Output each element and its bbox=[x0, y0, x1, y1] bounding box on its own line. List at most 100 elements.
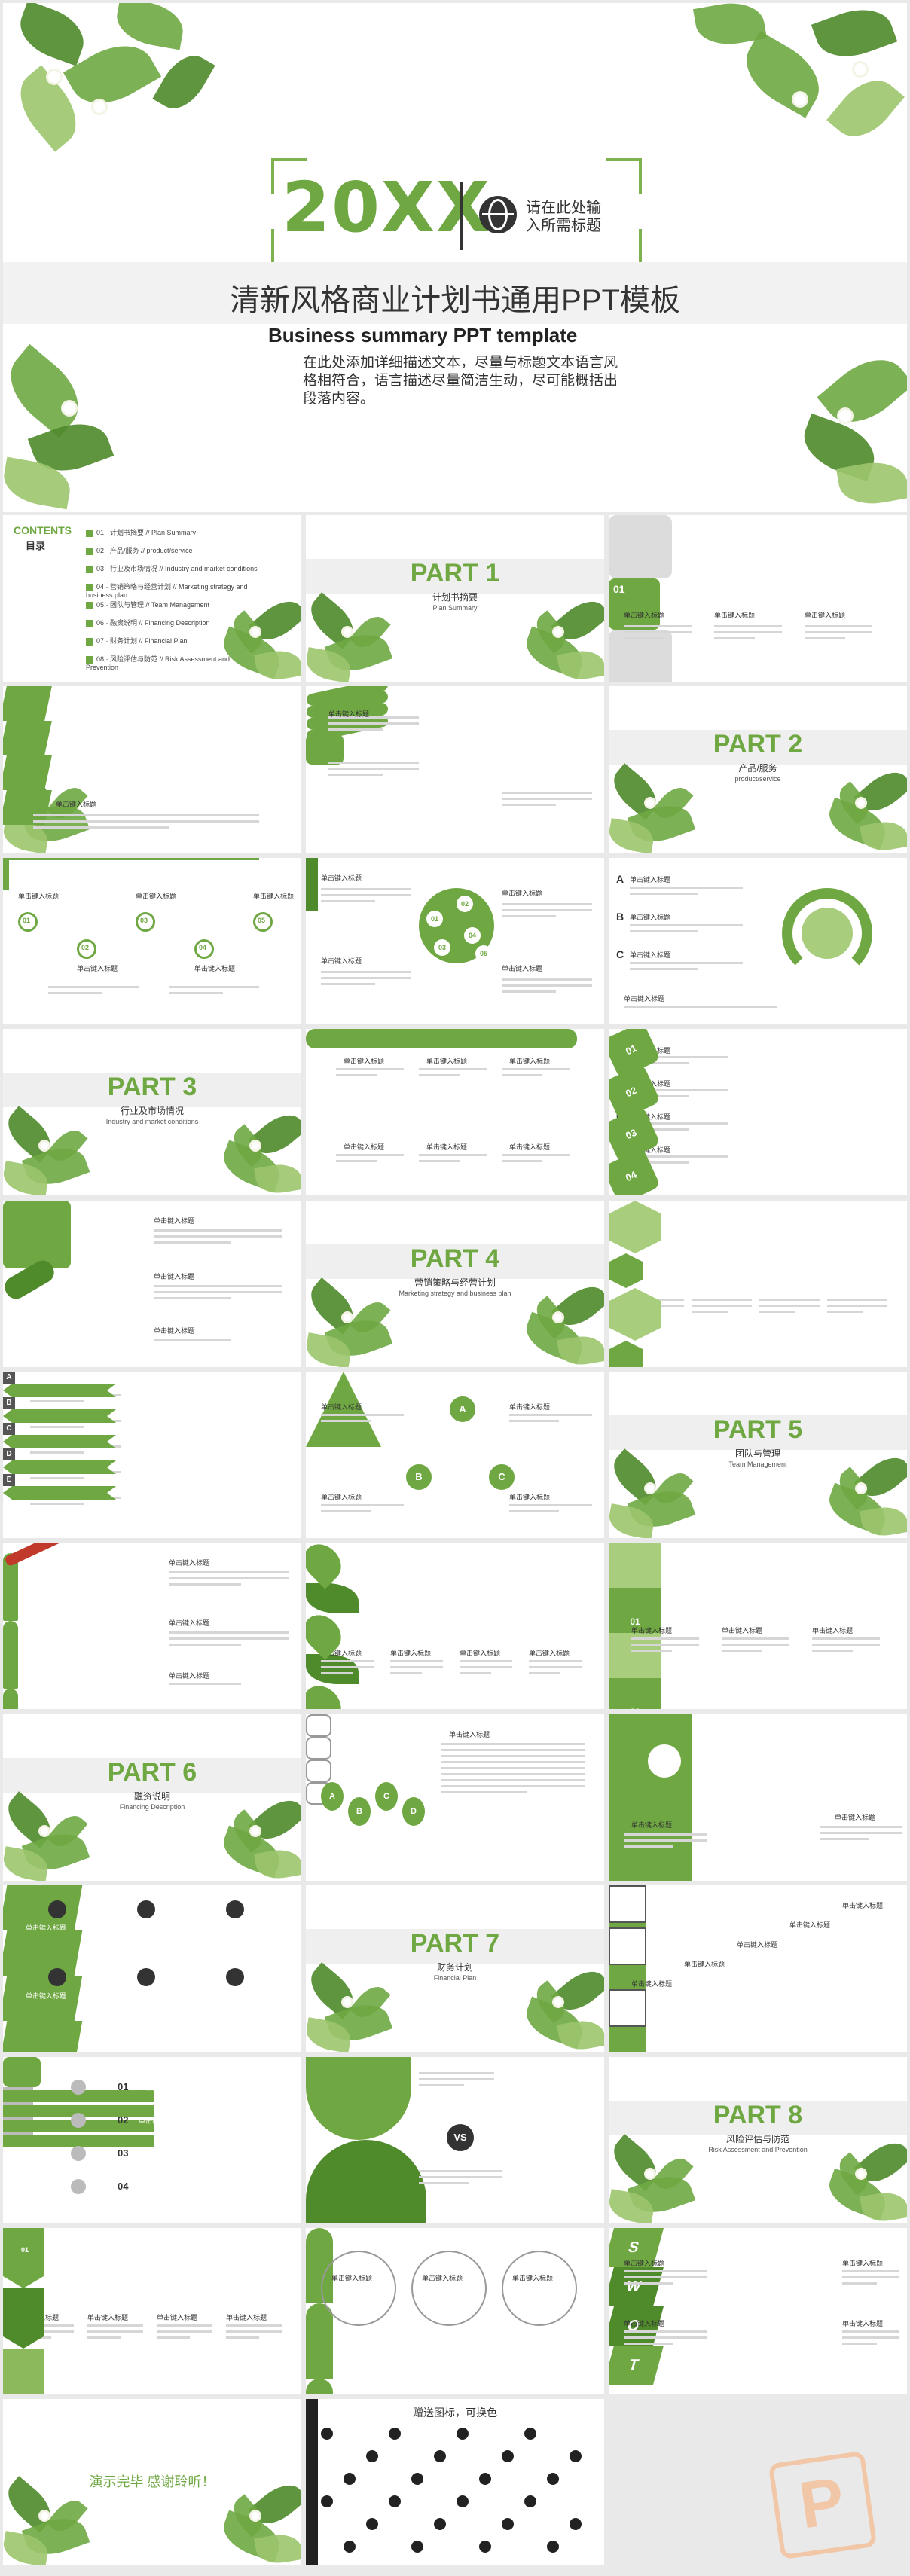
slide-thumbnail[interactable]: 演示完毕 感谢聆听！ bbox=[3, 2399, 301, 2565]
contents-item: 08 · 风险评估与防范 // Risk Assessment and Prev… bbox=[86, 654, 259, 671]
slide-thumbnail[interactable]: S W O T 单击键入标题 单击键入标题 单击键入标题 单击键入标题 bbox=[609, 2228, 907, 2394]
key-number: 02 bbox=[118, 2114, 129, 2126]
text-line bbox=[812, 1637, 880, 1640]
slide-thumbnail[interactable]: 单击键入标题 单击键入标题 bbox=[609, 1714, 907, 1881]
text-block bbox=[336, 1068, 404, 1080]
text-line bbox=[390, 1660, 443, 1662]
tag-number: 03 bbox=[160, 2246, 168, 2254]
slide-heading: 单击键入标题 bbox=[630, 914, 671, 921]
timeline-line bbox=[3, 858, 259, 860]
text-line bbox=[842, 2282, 877, 2285]
text-line bbox=[502, 804, 556, 806]
contents-item-label: 01 · 计划书摘要 // Plan Summary bbox=[96, 529, 197, 536]
flower-decoration bbox=[554, 1314, 562, 1321]
key-head bbox=[71, 2113, 86, 2128]
slide-thumbnail[interactable]: PART 4 营销策略与经营计划 Marketing strategy and bu… bbox=[306, 1201, 604, 1367]
key-head bbox=[71, 2179, 86, 2194]
part-number: PART 5 bbox=[713, 1415, 803, 1444]
key-number: 01 bbox=[118, 2081, 129, 2092]
part-title-cn: 融资说明 bbox=[133, 1791, 170, 1802]
ending-thanks: 演示完毕 感谢聆听！ bbox=[89, 2474, 215, 2489]
slide-thumbnail[interactable]: 赠送图标，可换色 bbox=[306, 2399, 604, 2565]
speech-bubble bbox=[306, 1737, 331, 1760]
title-placeholder: 请在此处输 入所需标题 bbox=[526, 199, 601, 235]
text-line bbox=[441, 1779, 585, 1781]
text-line bbox=[812, 1644, 880, 1646]
contents-item-label: 04 · 营销策略与经营计划 // Marketing strategy and… bbox=[86, 583, 248, 599]
text-line bbox=[630, 962, 743, 964]
slide-thumbnail[interactable]: PART 3 行业及市场情况 Industry and market conditi… bbox=[3, 1029, 301, 1195]
slide-thumbnail[interactable]: VS bbox=[306, 2057, 604, 2223]
slide-thumbnail[interactable]: 单击键入标题 单击键入标题 单击键入标题 bbox=[3, 1543, 301, 1709]
slide-thumbnail[interactable]: PART 7 财务计划 Financial Plan bbox=[306, 1885, 604, 2052]
text-line bbox=[336, 1160, 377, 1162]
gift-icon bbox=[411, 2473, 423, 2485]
slide-thumbnail[interactable]: A B C D E bbox=[3, 1372, 301, 1538]
slide-thumbnail[interactable]: CONTENTS 目录 01 · 计划书摘要 // Plan Summary 02 ·… bbox=[3, 515, 301, 682]
slide-thumbnail[interactable]: 单击键入标题 bbox=[306, 686, 604, 853]
slide-thumbnail[interactable]: PART 8 风险评估与防范 Risk Assessment and Prevent… bbox=[609, 2057, 907, 2223]
slide-heading: 单击键入标题 bbox=[631, 1627, 673, 1634]
text-block bbox=[390, 1660, 443, 1678]
slide-thumbnail[interactable]: 单击键入标题 单击键入标题 单击键入标题 bbox=[3, 1201, 301, 1367]
slide-thumbnail[interactable]: PART 6 融资说明 Financing Description bbox=[3, 1714, 301, 1881]
text-line bbox=[842, 2330, 899, 2333]
slide-thumbnail[interactable]: A B C 单击键入标题 单击键入标题 单击键入标题 单击键入标题 bbox=[306, 1372, 604, 1538]
key-label: 单击键入标题 bbox=[139, 2184, 180, 2191]
card-icon bbox=[48, 1968, 66, 1986]
slide-thumbnail[interactable]: 单击键入标题 单击键入标题 单击键入标题 单击键入标题 单击键入标题 单击键入标题 bbox=[306, 1029, 604, 1195]
flower-decoration bbox=[252, 1142, 259, 1149]
slide-thumbnail[interactable]: A单击键入标题B单击键入标题C单击键入标题D单击键入标题01020304 bbox=[609, 1029, 907, 1195]
contents-item-label: 02 · 产品/服务 // product/service bbox=[96, 547, 193, 554]
letter-marker: E bbox=[3, 1474, 15, 1486]
gift-icon bbox=[524, 2495, 536, 2507]
slide-thumbnail[interactable]: 单击键入标题 单击键入标题 单击键入标题 单击键入标题 单击键入标题 单击键入标题 bbox=[3, 1885, 301, 2052]
slide-thumbnail[interactable]: 01 02 03 04 05 单击键入标题 单击键入标题 单击键入标题 单击键入标题 bbox=[306, 858, 604, 1024]
slide-thumbnail[interactable]: A B C D 单击键入标题 bbox=[306, 1714, 604, 1881]
part-band bbox=[306, 1929, 604, 1964]
text-block bbox=[33, 814, 259, 832]
slide-thumbnail[interactable]: PART 5 团队与管理 Team Management bbox=[609, 1372, 907, 1538]
slide-thumbnail[interactable] bbox=[609, 1201, 907, 1367]
timeline-number: 02 bbox=[81, 944, 90, 951]
slide-thumbnail[interactable]: 01 单击键入标题 02 单击键入标题 03 单击键入标题 04 单击键入标题 05 单击键入标题 bbox=[3, 858, 301, 1024]
text-block bbox=[48, 986, 139, 998]
gift-icon bbox=[306, 2447, 318, 2459]
part-number: PART 7 bbox=[410, 1929, 500, 1958]
card-label: 单击键入标题 bbox=[203, 1924, 245, 1932]
gift-icon bbox=[306, 2471, 318, 2483]
slide-thumbnail[interactable]: A 单击键入标题 B 单击键入标题 C 单击键入标题 单击键入标题 bbox=[609, 858, 907, 1024]
slide-heading: 单击键入标题 bbox=[835, 1814, 876, 1821]
slide-thumbnail[interactable]: 单击键入标题 单击键入标题 单击键入标题 单击键入标题 单击键入标题 bbox=[609, 1885, 907, 2052]
slide-thumbnail[interactable]: PART 1 计划书摘要 Plan Summary bbox=[306, 515, 604, 682]
part-title-cn: 风险评估与防范 bbox=[725, 2134, 789, 2144]
slide-thumbnail[interactable]: PART 2 产品/服务 product/service bbox=[609, 686, 907, 853]
text-line bbox=[328, 768, 419, 770]
slide-thumbnail[interactable]: A 单击键入标题 B 单击键入标题 C 单击键入标题 D 单击键入标题 bbox=[306, 1543, 604, 1709]
text-line bbox=[441, 1749, 585, 1751]
text-block bbox=[812, 1637, 880, 1656]
text-line bbox=[460, 1660, 512, 1662]
text-line bbox=[631, 1637, 699, 1640]
text-block bbox=[502, 792, 592, 810]
text-line bbox=[419, 1154, 487, 1156]
text-line bbox=[509, 1510, 559, 1512]
slide-thumbnail[interactable]: 单击键入标题 单击键入标题 单击键入标题 bbox=[306, 2228, 604, 2394]
contents-item-label: 07 · 财务计划 // Financial Plan bbox=[96, 637, 188, 645]
slide-heading: 单击键入标题 bbox=[502, 965, 543, 972]
gift-icon bbox=[306, 2459, 318, 2471]
slide-heading: 单击键入标题 bbox=[509, 1403, 551, 1411]
slide-heading: 单击键入标题 bbox=[842, 2320, 884, 2327]
text-block bbox=[624, 1833, 707, 1851]
text-line bbox=[154, 1241, 231, 1244]
text-line bbox=[226, 2324, 282, 2327]
text-line bbox=[33, 820, 259, 823]
slide-thumbnail[interactable]: 01 单击键入标题 02 单击键入标题 03 单击键入标题 04 单击键入标题 单击键入标题 bbox=[3, 686, 301, 853]
text-line bbox=[441, 1755, 585, 1757]
gift-icon bbox=[306, 2532, 318, 2544]
hex-icon bbox=[609, 1341, 643, 1367]
